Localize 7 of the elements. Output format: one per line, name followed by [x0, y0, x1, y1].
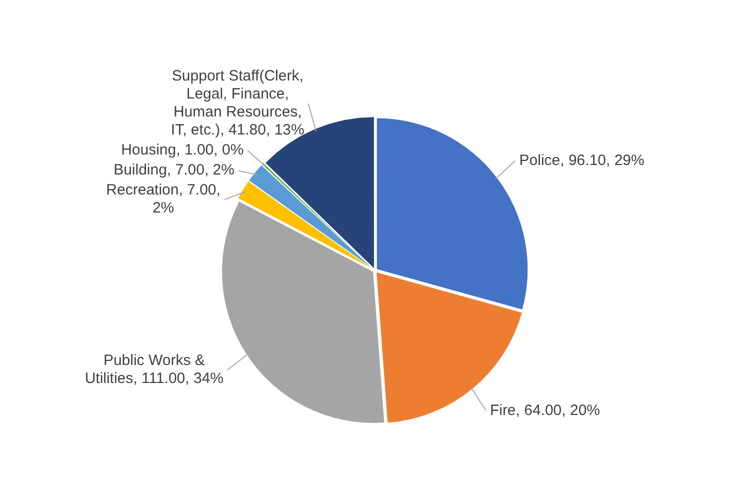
- slice-label: Building, 7.00, 2%: [114, 162, 234, 179]
- slice-label: Police, 96.10, 29%: [519, 152, 644, 169]
- slice-label: Housing, 1.00, 0%: [121, 142, 244, 159]
- slice-label: Public Works & Utilities, 111.00, 34%: [84, 352, 224, 388]
- slice-label: Support Staff(Clerk, Legal, Finance, Human Resources, IT, etc.), 41.80, 13%: [170, 68, 304, 139]
- slice-label: Recreation, 7.00, 2%: [106, 182, 220, 217]
- slice-label: Fire, 64.00, 20%: [490, 402, 600, 419]
